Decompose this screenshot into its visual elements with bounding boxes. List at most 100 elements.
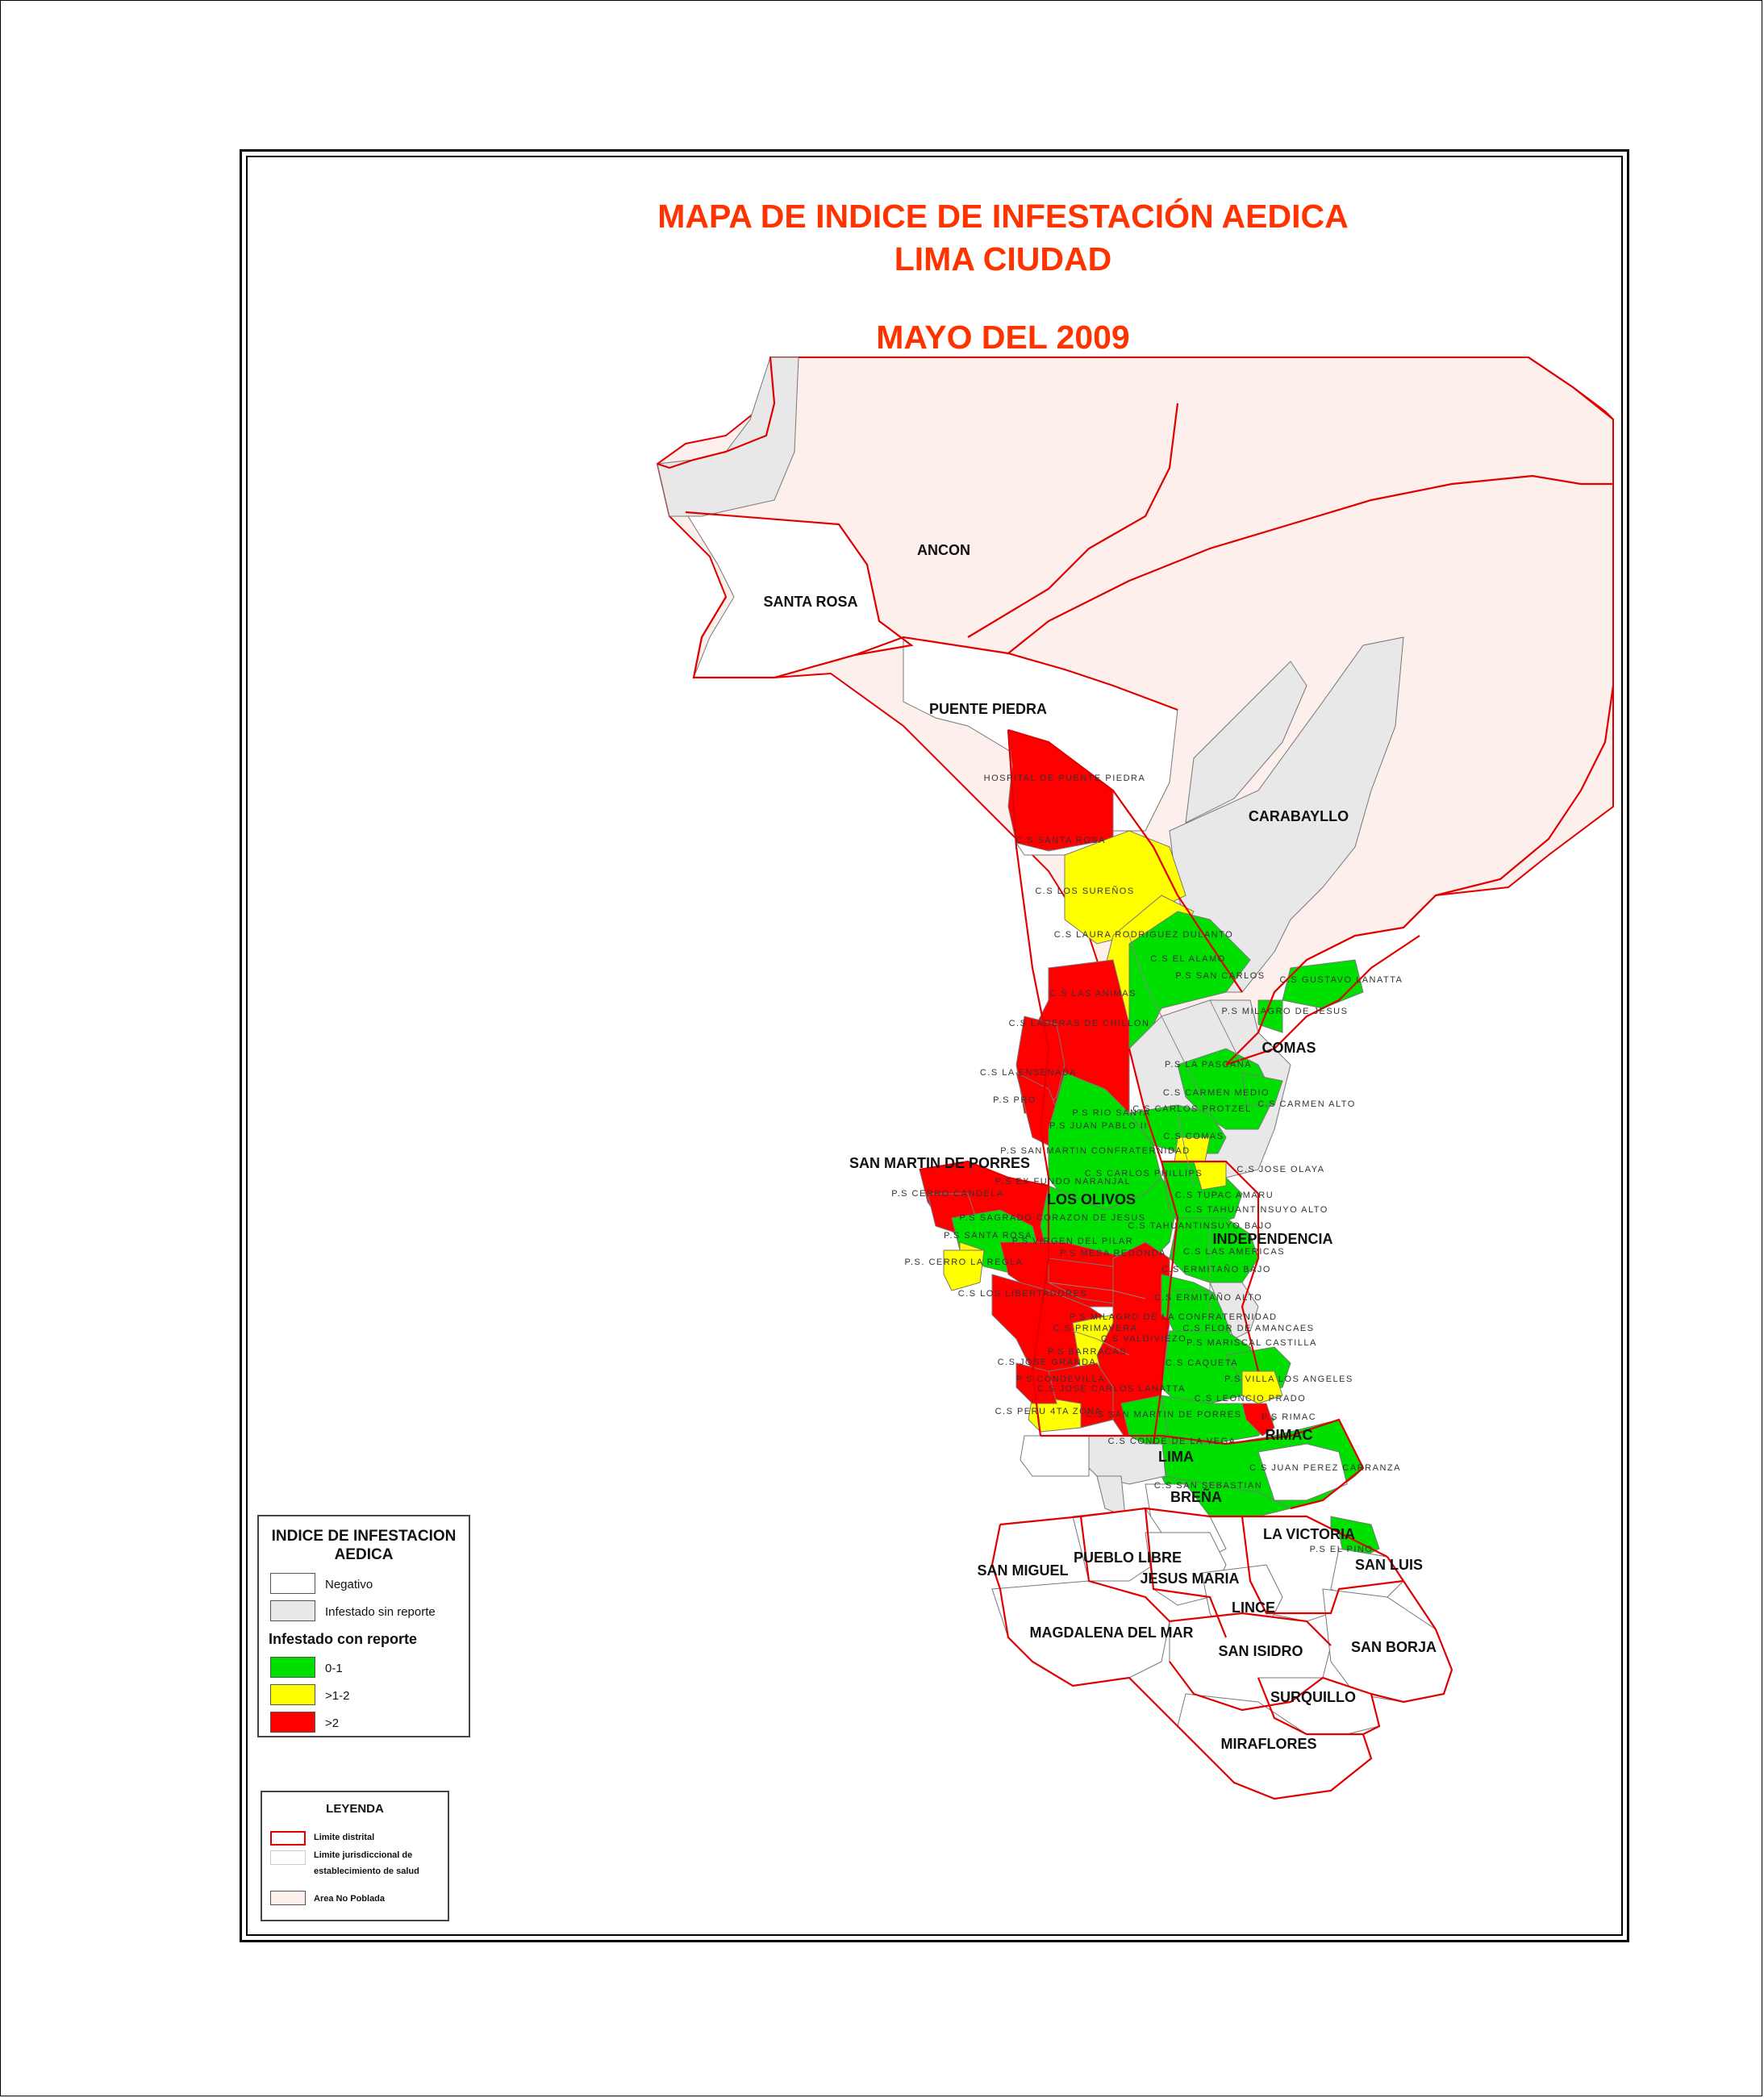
district-label: RIMAC <box>1266 1427 1313 1443</box>
facility-label: C.S EL ALAMO <box>1150 954 1225 964</box>
facility-limit-3 <box>1177 1112 1195 1187</box>
facility-label: P.S JUAN PABLO II <box>1049 1121 1148 1131</box>
legend-label-district-limit: Limite distrital <box>314 1833 375 1842</box>
district-label: SAN MIGUEL <box>977 1562 1068 1579</box>
facility-label: C.S SAN MARTIN DE PORRES <box>1086 1410 1242 1420</box>
facility-label: C.S LAURA RODRIGUEZ DULANTO <box>1054 930 1233 940</box>
facility-label: C.S TAHUANTINSUYO BAJO <box>1128 1221 1272 1231</box>
zone-villa-angeles <box>1241 1370 1283 1404</box>
facility-label: C.S JOSE OLAYA <box>1236 1165 1324 1174</box>
zone-carmen-alto <box>1241 1072 1283 1106</box>
facility-limit-1 <box>1128 935 1211 1114</box>
legend-label-no-report: Infestado sin reporte <box>325 1605 436 1619</box>
facility-label: P.S VILLA LOS ANGELES <box>1224 1374 1353 1384</box>
legend-index-title-line2: AEDICA <box>334 1546 394 1563</box>
boundary-south-inner2 <box>1144 1508 1228 1638</box>
zone-milagro-jesus <box>1257 999 1283 1033</box>
legend-with-report-header: Infestado con reporte <box>269 1631 418 1647</box>
boundary-olivos-smp <box>919 1160 1049 1187</box>
facility-label: C.S JOSE CARLOS LANATTA <box>1037 1384 1186 1394</box>
district-label: INDEPENDENCIA <box>1212 1231 1332 1247</box>
district-label: SAN LUIS <box>1355 1557 1423 1573</box>
facility-label: P.S EX FUNDO NARANJAL <box>995 1177 1131 1187</box>
facility-label: C.S ERMITAÑO ALTO <box>1154 1292 1262 1303</box>
boundary-carabayllo-east <box>1225 685 1615 1066</box>
zone-lima-grey2 <box>1096 1475 1126 1517</box>
district-rimac-east <box>1257 1443 1348 1501</box>
facility-limit-5 <box>1048 1282 1146 1299</box>
facility-label: P.S EL PINO <box>1310 1545 1374 1554</box>
district-lima-west <box>1020 1435 1090 1477</box>
facility-limit-2 <box>1209 999 1243 1066</box>
facility-label: P.S RIMAC <box>1261 1412 1316 1422</box>
facility-label: P.S MESA REDONDA <box>1060 1249 1166 1258</box>
facility-label: C.S LADERAS DE CHILLON <box>1009 1019 1150 1028</box>
district-pueblo-libre <box>1072 1508 1162 1582</box>
facility-label: C.S CONDE DE LA VEGA <box>1108 1437 1236 1446</box>
facility-label: C.S LOS LIBERTADORES <box>958 1289 1087 1299</box>
facility-label: C.S TAHUANTINSUYO ALTO <box>1185 1205 1328 1215</box>
facility-label: P.S BARRACAS <box>1048 1347 1127 1357</box>
district-label: ANCON <box>917 542 970 558</box>
boundary-south-inner1 <box>1079 1516 1332 1646</box>
district-label: MIRAFLORES <box>1221 1736 1317 1752</box>
legend-swatch-mid <box>270 1684 315 1705</box>
facility-label: C.S CARLOS PHILLIPS <box>1085 1169 1203 1178</box>
legend-general-title: LEYENDA <box>326 1802 384 1816</box>
facility-label: C.S GUSTAVO LANATTA <box>1280 975 1403 985</box>
boundary-smp-west <box>1007 729 1050 1437</box>
district-label: SAN ISIDRO <box>1218 1643 1303 1659</box>
legend-swatch-district-limit <box>270 1831 306 1846</box>
boundary-comas-olivos <box>1128 1048 1179 1445</box>
district-label: LINCE <box>1232 1600 1275 1616</box>
boundary-rimac-lima <box>1040 1418 1365 1510</box>
boundary-ancon-east <box>1528 357 1614 420</box>
facility-label: C.S JOSE GRANDA <box>998 1358 1097 1367</box>
facility-label: C.S CAQUETA <box>1166 1358 1238 1368</box>
facility-label: HOSPITAL DE PUENTE PIEDRA <box>984 774 1146 783</box>
facility-label: C.S CARMEN ALTO <box>1257 1099 1356 1109</box>
boundary-south-outline <box>990 1524 1453 1800</box>
zone-rimac-red <box>1241 1403 1275 1437</box>
facility-label: C.S TUPAC AMARU <box>1175 1191 1274 1200</box>
facility-label: P.S MILAGRO DE JESUS <box>1222 1007 1349 1016</box>
facility-label: P.S MILAGRO DE LA CONFRATERNIDAD <box>1070 1312 1277 1322</box>
district-label: LIMA <box>1158 1449 1194 1465</box>
zone-smp-south-green <box>1120 1395 1170 1445</box>
facility-label: C.S CARLOS PROTZEL <box>1132 1104 1251 1114</box>
district-label: PUENTE PIEDRA <box>929 701 1047 717</box>
legend-label-negative: Negativo <box>325 1578 373 1591</box>
facility-label: C.S FLOR DE AMANCAES <box>1182 1324 1314 1333</box>
boundary-south-inner5 <box>1257 1677 1363 1736</box>
facility-label: P.S CERRO CANDELA <box>891 1189 1004 1199</box>
facility-label: C.S PERU 4TA ZONA <box>995 1407 1103 1416</box>
district-label: JESUS MARIA <box>1140 1570 1239 1587</box>
boundary-ancon-north <box>657 357 776 469</box>
boundary-lima-south <box>999 1507 1388 1558</box>
map-frame-outer <box>240 149 1629 1942</box>
facility-label: C.S SAN SEBASTIAN <box>1154 1481 1262 1491</box>
zone-peru-4ta <box>1028 1395 1082 1433</box>
legend-label-facility-limit-2: establecimiento de salud <box>314 1867 419 1876</box>
legend-index-title-line1: INDICE DE INFESTACION <box>271 1528 457 1545</box>
facility-label: P.S PRO <box>993 1095 1036 1105</box>
boundary-north-hills <box>967 402 1179 638</box>
legend-swatch-low <box>270 1657 315 1678</box>
boundary-independencia <box>1161 1160 1260 1372</box>
zone-jose-granda <box>1015 1362 1057 1404</box>
legend-label-low: 0-1 <box>325 1662 343 1675</box>
zone-cerro-la-regla <box>943 1249 985 1291</box>
legend-label-high: >2 <box>325 1716 340 1730</box>
district-label: BREÑA <box>1170 1488 1222 1505</box>
facility-label: P.S CONDEVILLA <box>1016 1374 1105 1384</box>
boundary-south-inner4 <box>1169 1661 1372 1712</box>
district-label: CARABAYLLO <box>1249 808 1349 824</box>
legend-swatch-negative <box>270 1573 315 1594</box>
facility-label: P.S. CERRO LA REGLA <box>905 1258 1024 1267</box>
facility-label: C.S LA ENSENADA <box>980 1068 1077 1078</box>
facility-label: C.S SANTA ROSA <box>1015 836 1106 845</box>
district-label: SANTA ROSA <box>764 594 858 610</box>
map-title-date: MAYO DEL 2009 <box>876 319 1130 356</box>
